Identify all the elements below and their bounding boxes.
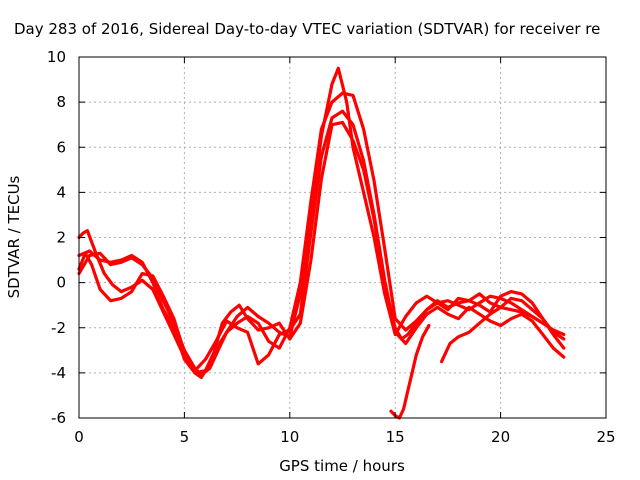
series-line-track-5 xyxy=(389,323,431,420)
y-tick-label: -4 xyxy=(51,364,66,382)
x-tick-label: 10 xyxy=(280,428,299,446)
y-tick-label: -6 xyxy=(51,409,66,427)
y-tick-label: 6 xyxy=(56,138,66,156)
tick-labels: 0 5 10 15 20 25 -6 -4 -2 0 2 4 6 8 10 xyxy=(47,48,616,446)
x-tick-label: 25 xyxy=(596,428,615,446)
y-tick-label: 10 xyxy=(47,48,66,66)
y-axis-label: SDTVAR / TECUs xyxy=(5,175,23,298)
series-line-track-2 xyxy=(77,91,566,379)
series-line-track-3 xyxy=(77,109,566,373)
series-line-track-6 xyxy=(440,305,545,364)
chart-title: Day 283 of 2016, Sidereal Day-to-day VTE… xyxy=(14,20,600,38)
axis-ticks xyxy=(78,56,607,419)
series-line-track-4 xyxy=(77,120,566,375)
x-axis-label: GPS time / hours xyxy=(279,457,405,475)
y-tick-label: 4 xyxy=(56,183,66,201)
series-line-track-1 xyxy=(77,66,566,377)
y-tick-label: 2 xyxy=(56,229,66,247)
x-tick-label: 5 xyxy=(180,428,190,446)
x-tick-label: 20 xyxy=(491,428,510,446)
chart-series xyxy=(77,66,566,420)
x-tick-label: 0 xyxy=(74,428,84,446)
y-tick-label: -2 xyxy=(51,319,66,337)
x-tick-label: 15 xyxy=(386,428,405,446)
y-tick-label: 8 xyxy=(56,93,66,111)
y-tick-label: 0 xyxy=(56,274,66,292)
